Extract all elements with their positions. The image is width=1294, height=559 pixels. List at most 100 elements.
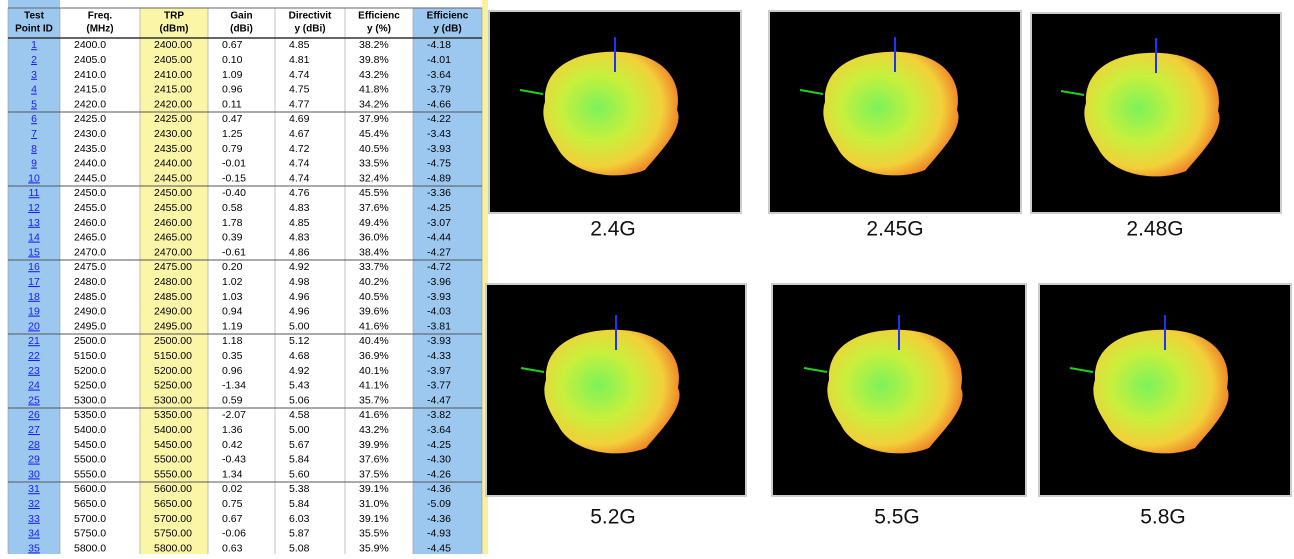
table-cell: 4.75 (289, 84, 310, 96)
table-cell: 4.96 (289, 291, 310, 303)
table-cell: 35.5% (359, 528, 389, 540)
table-cell: 5200.00 (154, 365, 192, 377)
table-cell: 2405.0 (74, 54, 106, 66)
table-cell: 32.4% (359, 172, 389, 184)
table-cell: -3.64 (427, 69, 451, 81)
table-cell: 35.9% (359, 542, 389, 554)
test-point-link[interactable]: 25 (28, 394, 40, 406)
table-cell: 2475.00 (154, 261, 192, 273)
test-point-link[interactable]: 35 (28, 542, 40, 554)
test-point-link[interactable]: 23 (28, 365, 40, 377)
test-point-link[interactable]: 6 (31, 113, 37, 125)
table-cell: -3.79 (427, 84, 451, 96)
test-point-link[interactable]: 18 (28, 291, 40, 303)
table-cell: 2445.00 (154, 172, 192, 184)
test-point-link[interactable]: 2 (31, 54, 37, 66)
table-cell: -4.18 (427, 39, 451, 51)
table-cell: 2440.00 (154, 158, 192, 170)
pattern-caption: 5.5G (874, 506, 920, 529)
pattern-caption: 5.8G (1140, 506, 1186, 529)
table-cell: -4.45 (427, 542, 451, 554)
test-point-link[interactable]: 22 (28, 350, 40, 362)
test-point-link[interactable]: 16 (28, 261, 40, 273)
table-cell: 5550.0 (74, 468, 106, 480)
test-point-link[interactable]: 17 (28, 276, 40, 288)
test-point-link[interactable]: 7 (31, 128, 37, 140)
table-cell: 2460.0 (74, 217, 106, 229)
test-point-link[interactable]: 13 (28, 217, 40, 229)
column-header: Freq. (88, 11, 113, 22)
column-header: Test (24, 11, 44, 22)
test-point-link[interactable]: 27 (28, 424, 40, 436)
table-cell: 2420.00 (154, 98, 192, 110)
table-cell: 1.19 (222, 320, 243, 332)
table-cell: 35.7% (359, 394, 389, 406)
test-point-link[interactable]: 32 (28, 498, 40, 510)
table-cell: 4.85 (289, 39, 310, 51)
table-cell: 5.60 (289, 468, 310, 480)
table-cell: 4.92 (289, 261, 310, 273)
table-cell: 41.8% (359, 84, 389, 96)
pattern-caption: 5.2G (590, 506, 636, 529)
test-point-link[interactable]: 26 (28, 409, 40, 421)
table-cell: 2405.00 (154, 54, 192, 66)
test-point-link[interactable]: 30 (28, 468, 40, 480)
test-point-link[interactable]: 4 (31, 84, 37, 96)
table-cell: 2465.00 (154, 232, 192, 244)
table-cell: 2450.00 (154, 187, 192, 199)
table-cell: -3.43 (427, 128, 451, 140)
table-cell: -3.97 (427, 365, 451, 377)
table-cell: -4.25 (427, 439, 451, 451)
table-cell: 2500.00 (154, 335, 192, 347)
table-cell: -4.26 (427, 468, 451, 480)
table-cell: 2450.0 (74, 187, 106, 199)
test-point-link[interactable]: 9 (31, 158, 37, 170)
test-point-link[interactable]: 31 (28, 483, 40, 495)
table-cell: -4.01 (427, 54, 451, 66)
test-point-link[interactable]: 19 (28, 306, 40, 318)
table-cell: -4.25 (427, 202, 451, 214)
table-cell: 5800.0 (74, 542, 106, 554)
table-cell: 2400.00 (154, 39, 192, 51)
table-cell: -0.40 (222, 187, 246, 199)
test-point-link[interactable]: 10 (28, 172, 40, 184)
table-cell: 4.68 (289, 350, 310, 362)
test-point-link[interactable]: 5 (31, 98, 37, 110)
table-cell: 5.00 (289, 424, 310, 436)
test-point-link[interactable]: 34 (28, 528, 40, 540)
table-cell: 4.83 (289, 232, 310, 244)
table-cell: 45.4% (359, 128, 389, 140)
table-cell: 4.86 (289, 246, 310, 258)
table-cell: 5800.00 (154, 542, 192, 554)
table-cell: 38.4% (359, 246, 389, 258)
column-header: y (dB) (433, 24, 461, 35)
table-cell: 5300.00 (154, 394, 192, 406)
test-point-link[interactable]: 21 (28, 335, 40, 347)
table-cell: -3.93 (427, 335, 451, 347)
table-cell: 4.74 (289, 158, 310, 170)
test-point-link[interactable]: 29 (28, 454, 40, 466)
test-point-link[interactable]: 20 (28, 320, 40, 332)
test-point-link[interactable]: 11 (29, 187, 40, 199)
test-point-link[interactable]: 15 (28, 246, 40, 258)
table-cell: 5500.00 (154, 454, 192, 466)
test-point-link[interactable]: 28 (28, 439, 40, 451)
test-point-link[interactable]: 3 (31, 69, 37, 81)
table-cell: 5150.0 (74, 350, 106, 362)
test-point-link[interactable]: 24 (28, 380, 40, 392)
table-cell: 2470.00 (154, 246, 192, 258)
table-cell: 5400.0 (74, 424, 106, 436)
table-cell: -3.36 (427, 187, 451, 199)
test-point-link[interactable]: 14 (28, 232, 40, 244)
test-point-link[interactable]: 8 (31, 143, 37, 155)
table-cell: 0.94 (222, 306, 243, 318)
table-cell: 41.6% (359, 320, 389, 332)
table-cell: 5450.00 (154, 439, 192, 451)
table-cell: 43.2% (359, 69, 389, 81)
table-cell: 4.76 (289, 187, 310, 199)
test-point-link[interactable]: 12 (28, 202, 40, 214)
test-point-link[interactable]: 1 (31, 39, 37, 51)
table-cell: 31.0% (359, 498, 389, 510)
test-point-link[interactable]: 33 (28, 513, 40, 525)
table-cell: -3.77 (427, 380, 451, 392)
